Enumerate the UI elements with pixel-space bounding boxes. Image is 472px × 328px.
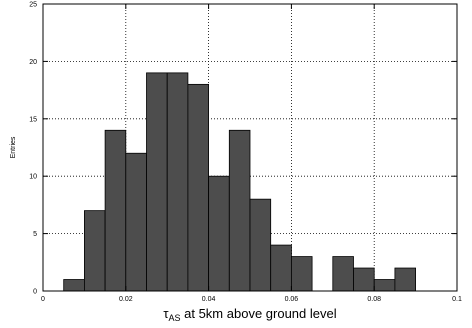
histogram-bar [332,256,354,292]
tick-labels: 0 0.02 0.04 0.06 0.08 0.1 0 5 10 15 20 25 [29,2,462,304]
histogram-bar [187,83,209,292]
y-axis-title: Entries [10,136,17,158]
y-tick-label: 20 [29,59,37,66]
ticks [42,3,458,292]
x-axis-title: τAS at 5km above ground level [163,306,336,323]
histogram-bar [104,129,127,292]
y-tick-label: 25 [29,2,37,9]
y-tick-label: 15 [29,116,37,123]
x-tick-label: 0.1 [452,296,462,303]
histogram-bar [290,256,313,292]
plot-frame [42,3,458,292]
bars [63,72,416,292]
x-axis-title-symbol: τ [163,306,169,321]
x-tick-label: 0.06 [285,296,299,303]
histogram-bar [208,175,230,292]
x-axis-title-subscript: AS [169,313,181,323]
x-axis-title-text: at 5km above ground level [181,306,337,321]
x-tick-label: 0.02 [119,296,133,303]
histogram-bar [166,72,189,292]
histogram-bar [84,210,106,292]
histogram-bar [270,244,292,292]
histogram-bar [394,267,416,292]
x-tick-label: 0.04 [202,296,216,303]
histogram-bar [125,152,147,292]
y-tick-label: 10 [29,174,37,181]
y-tick-label: 0 [33,289,37,296]
histogram-bar [249,198,272,292]
y-tick-label: 5 [33,231,37,238]
x-tick-label: 0.08 [367,296,381,303]
x-tick-label: 0 [41,296,45,303]
histogram-bar [373,279,396,292]
histogram-bar [353,267,375,292]
histogram-bar [228,129,251,292]
histogram-bar [146,72,168,292]
histogram-bar [63,279,85,292]
